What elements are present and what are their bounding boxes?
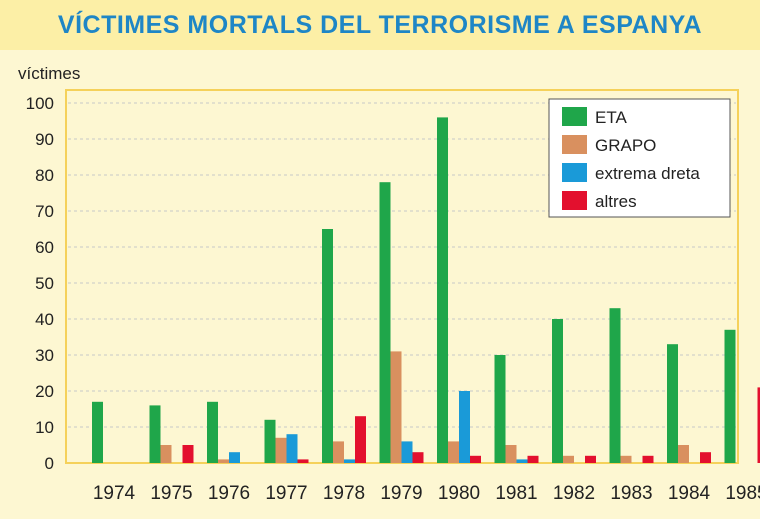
x-tick-label: 1980 <box>438 483 480 504</box>
legend-label: GRAPO <box>595 136 656 155</box>
y-tick-label: 70 <box>35 202 54 221</box>
bar-grapo-1977 <box>275 437 287 463</box>
bar-extrema-dreta-1976 <box>229 452 240 463</box>
bar-extrema-dreta-1979 <box>401 441 413 463</box>
bar-extrema-dreta-1978 <box>344 459 355 463</box>
y-tick-label: 10 <box>35 418 54 437</box>
chart-title: VÍCTIMES MORTALS DEL TERRORISME A ESPANY… <box>57 10 703 39</box>
bar-eta-1976 <box>207 401 218 463</box>
bar-grapo-1984 <box>678 445 689 463</box>
bar-grapo-1978 <box>333 441 344 463</box>
bar-altres-1984 <box>700 452 711 463</box>
bar-altres-1985 <box>757 387 760 463</box>
bar-eta-1978 <box>322 229 333 463</box>
bar-altres-1983 <box>642 455 654 463</box>
bar-grapo-1976 <box>218 459 229 463</box>
legend-swatch <box>562 135 587 154</box>
legend-label: ETA <box>595 108 627 127</box>
y-tick-label: 40 <box>35 310 54 329</box>
legend-swatch <box>562 191 587 210</box>
bar-eta-1981 <box>494 355 506 463</box>
bar-extrema-dreta-1981 <box>516 459 528 463</box>
chart-title-bar: VÍCTIMES MORTALS DEL TERRORISME A ESPANY… <box>0 0 760 50</box>
bar-grapo-1979 <box>390 351 402 463</box>
x-tick-label: 1979 <box>380 483 422 504</box>
legend-label: altres <box>595 192 637 211</box>
legend-swatch <box>562 163 587 182</box>
bar-eta-1985 <box>724 329 736 463</box>
bar-altres-1981 <box>527 455 539 463</box>
x-tick-label: 1974 <box>93 483 136 504</box>
y-tick-label: 100 <box>26 94 54 113</box>
bar-eta-1975 <box>149 405 161 463</box>
bar-altres-1980 <box>470 455 481 463</box>
bar-grapo-1980 <box>448 441 459 463</box>
y-tick-label: 30 <box>35 346 54 365</box>
bar-grapo-1981 <box>505 445 517 463</box>
y-tick-labels: 0 10 20 30 40 50 60 70 80 90 100 <box>26 94 54 473</box>
bar-eta-1984 <box>667 344 678 463</box>
bar-grapo-1983 <box>620 455 632 463</box>
bar-eta-1977 <box>264 419 276 463</box>
legend-label: extrema dreta <box>595 164 700 183</box>
x-tick-label: 1978 <box>323 483 365 504</box>
bar-eta-1983 <box>609 308 621 463</box>
x-tick-label: 1977 <box>265 483 307 504</box>
bar-altres-1979 <box>412 452 424 463</box>
bars <box>92 117 760 464</box>
bar-grapo-1975 <box>160 445 172 463</box>
bar-eta-1979 <box>379 182 391 463</box>
x-tick-label: 1981 <box>495 483 537 504</box>
y-axis-label: víctimes <box>18 64 80 83</box>
x-tick-label: 1983 <box>610 483 652 504</box>
bar-altres-1975 <box>182 445 194 463</box>
bar-extrema-dreta-1977 <box>286 434 298 463</box>
legend: ETA GRAPO extrema dreta altres <box>548 98 731 218</box>
x-tick-labels: 1974 1975 1976 1977 1978 1979 1980 1981 1982 1983… <box>93 483 760 504</box>
bar-eta-1982 <box>552 319 563 463</box>
bar-altres-1978 <box>355 416 366 463</box>
bar-eta-1974 <box>92 401 103 463</box>
y-tick-label: 60 <box>35 238 54 257</box>
legend-swatch <box>562 107 587 126</box>
bar-altres-1982 <box>585 455 596 463</box>
y-tick-label: 20 <box>35 382 54 401</box>
bar-extrema-dreta-1980 <box>459 391 470 463</box>
y-tick-label: 90 <box>35 130 54 149</box>
x-tick-label: 1984 <box>668 483 711 504</box>
bar-altres-1977 <box>297 459 309 463</box>
x-tick-label: 1976 <box>208 483 250 504</box>
x-tick-label: 1985 <box>725 483 760 504</box>
bar-eta-1980 <box>437 117 448 464</box>
x-tick-label: 1975 <box>150 483 192 504</box>
y-tick-label: 50 <box>35 274 54 293</box>
x-tick-label: 1982 <box>553 483 595 504</box>
bar-grapo-1982 <box>563 455 574 463</box>
y-tick-label: 80 <box>35 166 54 185</box>
y-tick-label: 0 <box>45 454 54 473</box>
